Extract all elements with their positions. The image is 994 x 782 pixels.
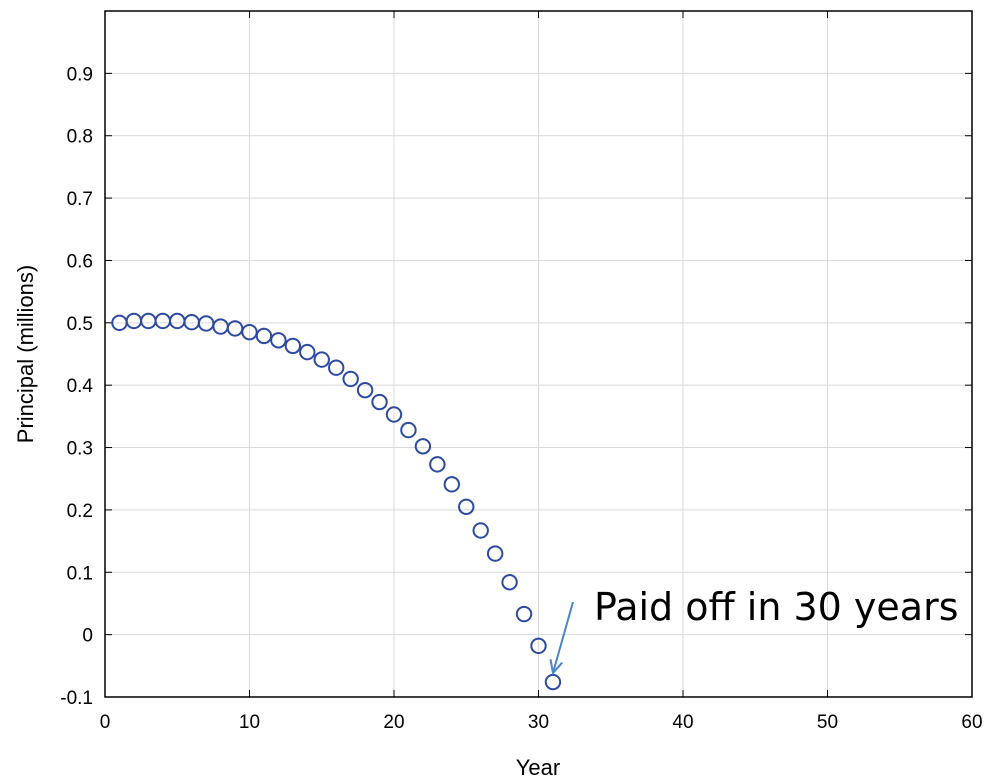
annotation-arrow	[551, 601, 574, 674]
y-tick-label: 0.9	[67, 64, 93, 85]
data-point	[530, 637, 547, 655]
x-tick-label: 10	[239, 712, 260, 733]
data-point	[443, 476, 460, 493]
y-tick-label: 0	[82, 626, 93, 647]
data-point	[400, 421, 417, 439]
y-tick-label: 0.4	[67, 376, 94, 397]
data-point	[356, 381, 374, 399]
x-tick-labels: 0 10 20 30 40 50 60	[100, 712, 983, 733]
y-tick-label: -0.1	[60, 688, 93, 709]
y-tick-label: 0.1	[67, 563, 93, 584]
data-point	[270, 332, 287, 349]
x-tick-label: 40	[672, 712, 693, 733]
y-tick-label: 0.8	[67, 127, 93, 148]
data-point	[429, 456, 446, 473]
data-point	[284, 337, 302, 355]
y-tick-label: 0.7	[67, 189, 93, 210]
y-tick-label: 0.5	[67, 314, 93, 335]
x-tick-label: 0	[100, 712, 111, 733]
data-point	[313, 351, 330, 368]
data-point	[544, 673, 562, 691]
y-axis-label: Principal (millions)	[13, 265, 38, 443]
data-point	[501, 574, 518, 591]
x-tick-label: 30	[528, 712, 549, 733]
y-tick-label: 0.3	[67, 439, 93, 460]
data-point	[472, 522, 489, 539]
data-point	[255, 327, 273, 345]
y-tick-labels: -0.1 0 0.1 0.2 0.3 0.4 0.5 0.6 0.7 0.8 0.9	[60, 64, 93, 709]
data-point	[371, 393, 388, 411]
data-points	[111, 312, 562, 691]
data-point	[486, 545, 504, 562]
annotation-arrowhead	[549, 659, 563, 676]
grid	[105, 11, 972, 697]
data-point	[385, 406, 403, 423]
y-tick-label: 0.6	[67, 251, 93, 272]
data-point	[342, 370, 359, 388]
ticks	[104, 11, 973, 698]
y-tick-label: 0.2	[67, 501, 93, 522]
data-point	[328, 359, 345, 376]
x-axis-label: Year	[516, 755, 560, 780]
data-point	[515, 605, 533, 623]
annotation-text: Paid off in 30 years	[594, 585, 959, 629]
x-tick-label: 50	[817, 712, 838, 733]
data-point	[414, 438, 432, 455]
x-tick-label: 60	[961, 712, 982, 733]
data-point	[299, 343, 316, 361]
annotation: Paid off in 30 years	[549, 585, 959, 676]
x-tick-label: 20	[383, 712, 404, 733]
data-point	[458, 498, 475, 515]
